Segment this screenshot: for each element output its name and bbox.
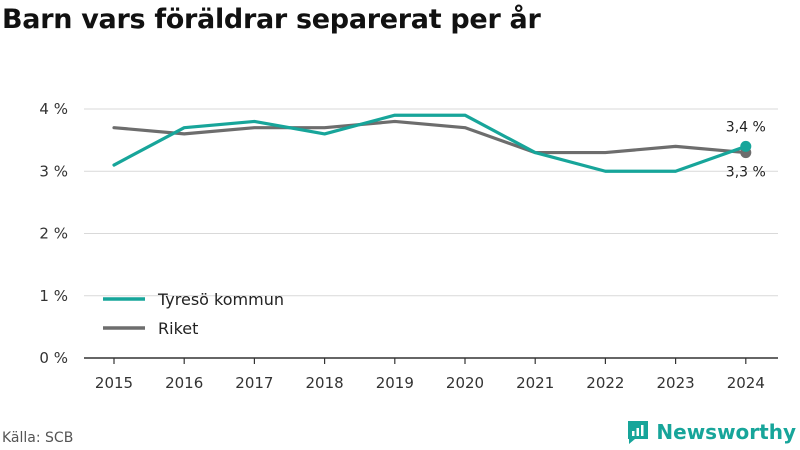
- end-label-riket: 3,3 %: [726, 165, 766, 181]
- x-tick-label: 2018: [306, 374, 344, 392]
- legend-label-tyreso: Tyresö kommun: [157, 290, 284, 309]
- line-chart: 0 % 1 % 2 % 3 % 4 % 2015 2016 2017 2018 2019 2020…: [0, 0, 800, 450]
- x-tick-label: 2022: [586, 374, 624, 392]
- x-tick-label: 2023: [657, 374, 695, 392]
- newsworthy-logo-icon: [626, 419, 650, 445]
- legend: Tyresö kommun Riket: [103, 290, 284, 338]
- x-axis-ticks: 2015 2016 2017 2018 2019 2020 2021 2022 2023 2024: [95, 358, 765, 392]
- x-tick-label: 2021: [516, 374, 554, 392]
- brand-name: Newsworthy: [656, 420, 796, 444]
- x-tick-label: 2024: [727, 374, 765, 392]
- end-label-tyreso: 3,4 %: [726, 119, 766, 135]
- x-tick-label: 2019: [376, 374, 414, 392]
- y-tick-label: 1 %: [39, 287, 68, 305]
- source-note: Källa: SCB: [2, 430, 73, 446]
- y-tick-label: 2 %: [39, 225, 68, 243]
- y-tick-label: 4 %: [39, 100, 68, 118]
- x-tick-label: 2017: [235, 374, 273, 392]
- legend-label-riket: Riket: [158, 319, 198, 338]
- y-tick-label: 0 %: [39, 349, 68, 367]
- endpoint-tyreso: [740, 141, 751, 152]
- y-tick-label: 3 %: [39, 162, 68, 180]
- x-tick-label: 2016: [165, 374, 203, 392]
- series-lines: [114, 115, 746, 171]
- x-tick-label: 2020: [446, 374, 484, 392]
- x-tick-label: 2015: [95, 374, 133, 392]
- y-axis-ticks: 0 % 1 % 2 % 3 % 4 %: [39, 100, 68, 367]
- brand: Newsworthy: [626, 419, 796, 445]
